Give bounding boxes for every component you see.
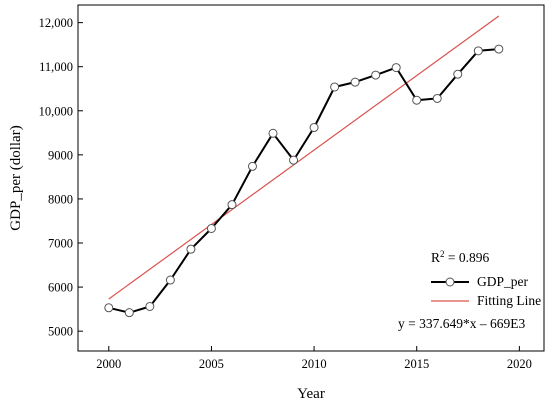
- x-tick-label: 2005: [199, 357, 224, 371]
- gdp-per-point: [186, 244, 196, 254]
- fitting-line: [108, 15, 500, 300]
- gdp-per-point: [247, 161, 257, 171]
- r-squared-annotation: R2 = 0.896: [431, 249, 490, 265]
- gdp-per-point: [104, 303, 114, 313]
- x-tick-label: 2015: [404, 357, 429, 371]
- gdp-per-point: [432, 93, 442, 103]
- gdp-per-point: [371, 70, 381, 80]
- annotations: R2 = 0.896: [431, 249, 490, 265]
- gdp-per-point: [206, 223, 216, 233]
- x-tick-label: 2010: [302, 357, 327, 371]
- gdp-per-point: [473, 46, 483, 56]
- y-tick-label: 10,000: [39, 104, 73, 118]
- gdp-per-point: [412, 95, 422, 105]
- plot-frame: [77, 4, 545, 352]
- r-squared-superscript: 2: [440, 249, 445, 259]
- gdp-per-point: [330, 82, 340, 92]
- regression-equation: y = 337.649*x – 669E3: [398, 316, 525, 331]
- x-axis-ticks: 2000 2005 2010 2015 2020: [96, 346, 532, 371]
- y-tick-label: 12,000: [39, 16, 73, 30]
- gdp-per-point: [309, 123, 319, 133]
- gdp-per-point: [165, 275, 175, 285]
- legend: GDP_per Fitting Line: [431, 274, 541, 308]
- gdp-per-point: [453, 69, 463, 79]
- y-tick-label: 8000: [48, 192, 73, 206]
- gdp-per-point: [289, 155, 299, 165]
- x-tick-label: 2020: [507, 357, 532, 371]
- y-tick-label: 11,000: [39, 60, 73, 74]
- gdp-per-point: [227, 200, 237, 210]
- y-axis-ticks: 5000 6000 7000 8000 9000 10,000 11,000 12,000: [39, 16, 83, 339]
- y-tick-label: 5000: [48, 325, 73, 339]
- gdp-per-point: [268, 128, 278, 138]
- y-axis-title: GDP_per (dollar): [8, 125, 24, 230]
- y-tick-label: 9000: [48, 148, 73, 162]
- gdp-per-point: [350, 77, 360, 87]
- gdp-per-point: [124, 308, 134, 318]
- x-tick-label: 2000: [96, 357, 121, 371]
- r-squared-prefix: R: [431, 250, 440, 265]
- gdp-per-point: [494, 44, 504, 54]
- data-series: [104, 15, 504, 318]
- y-tick-label: 6000: [48, 281, 73, 295]
- legend-label-gdp-per: GDP_per: [477, 274, 528, 289]
- legend-label-fitting-line: Fitting Line: [477, 293, 541, 308]
- x-axis-title: Year: [297, 386, 325, 402]
- gdp-per-line: [108, 48, 499, 314]
- gdp-per-point: [391, 63, 401, 73]
- legend-marker-gdp-per: [445, 277, 455, 287]
- y-tick-label: 7000: [48, 237, 73, 251]
- r-squared-value: = 0.896: [445, 250, 490, 265]
- gdp-per-point: [145, 301, 155, 311]
